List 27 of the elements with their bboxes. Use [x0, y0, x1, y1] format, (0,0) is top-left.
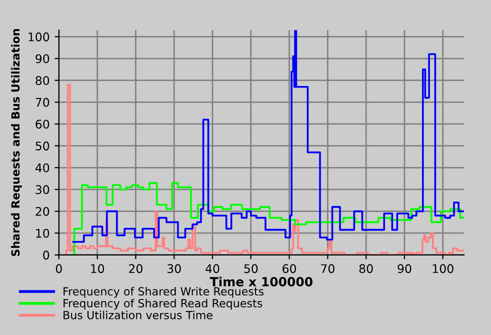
x-tick-label: 0 [56, 264, 62, 274]
x-axis-title: Time x 100000 [210, 276, 312, 286]
x-tick-label: 50 [244, 264, 258, 274]
x-tick-label: 30 [167, 264, 181, 274]
legend-label: Bus Utilization versus Time [64, 310, 212, 320]
y-tick-label: 100 [28, 32, 50, 42]
y-tick-label: 20 [36, 207, 50, 216]
y-tick-label: 40 [35, 163, 50, 172]
legend-label: Frequency of Shared Read Requests [64, 298, 262, 310]
y-tick-label: 70 [36, 98, 50, 107]
legend-label: Frequency of Shared Write Requests [64, 286, 264, 298]
x-tick-label: 40 [206, 264, 220, 274]
x-tick-label: 70 [321, 264, 334, 274]
y-tick-label: 90 [36, 54, 50, 64]
y-axis-title: Shared Requests and Bus Utilization [11, 29, 22, 256]
y-tick-label: 10 [36, 228, 50, 238]
x-tick-label: 100 [432, 264, 454, 274]
y-tick-label: 50 [36, 142, 50, 150]
y-tick-label: 80 [36, 76, 50, 85]
x-tick-label: 80 [359, 264, 373, 274]
x-tick-label: 10 [91, 264, 104, 274]
y-tick-label: 30 [36, 185, 50, 194]
x-tick-label: 90 [398, 264, 412, 274]
y-tick-label: 60 [36, 120, 50, 129]
x-tick-label: 20 [129, 264, 142, 274]
y-tick-label: 0 [43, 250, 50, 260]
x-tick-label: 60 [282, 264, 296, 274]
